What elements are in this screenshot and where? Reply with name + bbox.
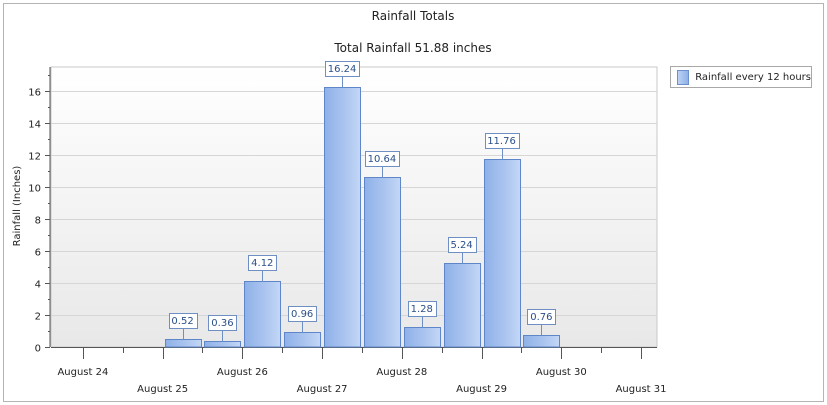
x-tick-label: August 30 — [536, 367, 587, 378]
y-tick-label: 10 — [28, 184, 41, 195]
x-tick-label: August 29 — [456, 384, 507, 395]
bar — [165, 339, 202, 348]
bar-value-label: 0.36 — [211, 318, 233, 329]
bar-value-label: 0.96 — [291, 309, 313, 320]
y-tick-label: 0 — [35, 344, 41, 355]
bar-label-box — [485, 133, 520, 149]
bar-value-label: 11.76 — [487, 136, 516, 147]
x-tick-label: August 25 — [137, 384, 188, 395]
chart-subtitle: Total Rainfall 51.88 inches — [333, 41, 491, 55]
legend-label-rainfall: Rainfall every 12 hours — [695, 71, 811, 83]
bar-value-label: 1.28 — [411, 304, 433, 315]
bar-label-box — [288, 306, 317, 322]
y-axis-label: Rainfall (Inches) — [12, 166, 23, 247]
y-axis: 0 2 4 6 8 10 12 14 16 — [28, 67, 51, 355]
bar-label-box — [408, 301, 437, 317]
bar — [364, 177, 401, 348]
bar-value-label: 0.76 — [530, 312, 552, 323]
y-tick-label: 12 — [28, 152, 41, 163]
bar — [204, 341, 241, 348]
y-tick-label: 14 — [28, 120, 41, 131]
bar — [244, 281, 281, 348]
y-tick-label: 6 — [35, 248, 41, 259]
bar-value-labels: 0.52 0.36 4.12 0.96 16.24 10.64 1.28 5.24 11.76 0… — [169, 61, 556, 342]
y-tick-label: 4 — [35, 280, 41, 291]
bar — [404, 327, 441, 348]
legend-swatch — [677, 69, 690, 85]
bar-label-box — [448, 237, 477, 253]
x-tick-label: August 28 — [376, 367, 427, 378]
bar-value-label: 5.24 — [451, 240, 473, 251]
bar-value-label: 4.12 — [251, 258, 273, 269]
bar-label-box — [169, 313, 198, 329]
bar — [484, 159, 521, 348]
bar — [324, 87, 361, 348]
x-axis: August 24 August 25 August 26 August 27 Augu… — [51, 347, 667, 395]
y-tick-label: 16 — [28, 88, 41, 99]
x-tick-label: August 24 — [57, 367, 108, 378]
bar-label-box — [527, 309, 556, 325]
bar-label-box — [248, 255, 277, 271]
bar — [523, 335, 560, 348]
bar — [284, 332, 321, 348]
bar-label-box — [325, 61, 360, 77]
legend: Rainfall every 12 hours — [670, 66, 812, 88]
bar-value-label: 16.24 — [328, 64, 357, 75]
bar-label-box — [208, 315, 237, 331]
y-tick-label: 8 — [35, 216, 41, 227]
chart-title: Rainfall Totals — [372, 9, 455, 23]
bar-series — [165, 87, 560, 348]
y-tick-label: 2 — [35, 312, 41, 323]
x-tick-label: August 26 — [217, 367, 268, 378]
bar-label-box — [365, 151, 400, 167]
bar-value-label: 10.64 — [368, 154, 397, 165]
bar — [444, 263, 481, 348]
x-tick-label: August 27 — [297, 384, 348, 395]
bar-value-label: 0.52 — [171, 316, 193, 327]
x-tick-label: August 31 — [616, 384, 667, 395]
